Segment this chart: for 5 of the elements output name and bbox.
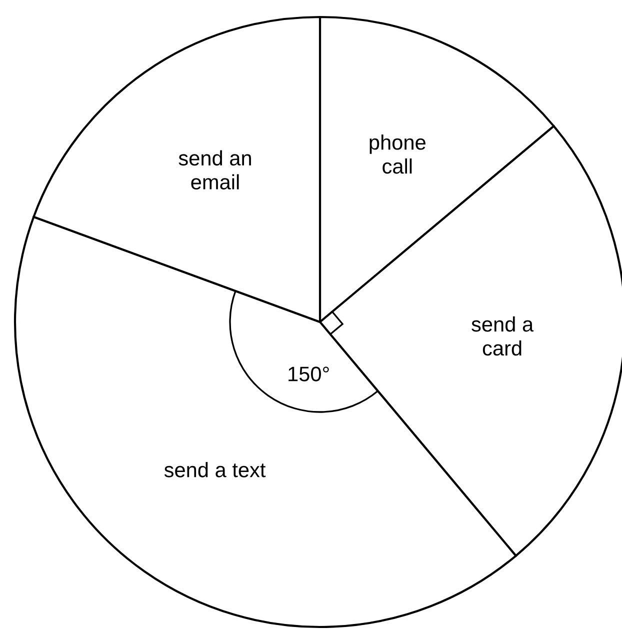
slice-label: send a text <box>164 462 266 478</box>
slice-label: send a card <box>472 316 534 356</box>
text: 150° <box>288 366 329 382</box>
slice-label: send an email <box>178 150 251 190</box>
slice-label: phone call <box>370 134 426 174</box>
